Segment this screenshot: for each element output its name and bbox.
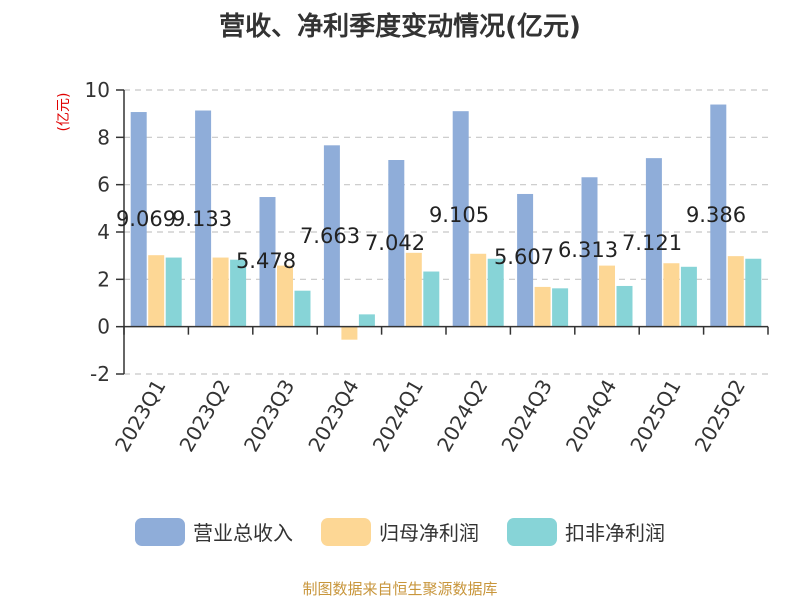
data-label: 9.386 bbox=[686, 203, 746, 227]
bar-revenue bbox=[130, 112, 147, 327]
bar-revenue bbox=[517, 193, 534, 327]
bar-deducted-profit bbox=[745, 258, 762, 327]
bar-deducted-profit bbox=[423, 271, 440, 327]
x-tick-label: 2023Q4 bbox=[303, 375, 363, 456]
data-label: 6.313 bbox=[558, 238, 618, 262]
bar-revenue bbox=[645, 158, 662, 327]
legend-label-net-profit: 归母净利润 bbox=[379, 521, 479, 545]
bar-net-profit bbox=[212, 257, 229, 327]
y-tick-label: 6 bbox=[97, 173, 110, 197]
data-label: 9.133 bbox=[172, 207, 232, 231]
y-tick-label: 0 bbox=[97, 315, 110, 339]
x-tick-label: 2024Q3 bbox=[496, 375, 556, 456]
bar-net-profit bbox=[727, 256, 744, 327]
x-tick-label: 2023Q2 bbox=[174, 375, 234, 456]
bar-revenue bbox=[452, 111, 469, 327]
bar-deducted-profit bbox=[230, 259, 247, 327]
legend: 营业总收入 归母净利润 扣非净利润 bbox=[0, 517, 800, 546]
x-tick-label: 2024Q2 bbox=[432, 375, 492, 456]
y-tick-label: 10 bbox=[85, 78, 110, 102]
x-tick-label: 2023Q3 bbox=[239, 375, 299, 456]
bar-net-profit bbox=[148, 255, 165, 327]
y-tick-label: 4 bbox=[97, 220, 110, 244]
legend-label-revenue: 营业总收入 bbox=[193, 521, 293, 545]
bar-revenue bbox=[323, 145, 340, 327]
chart-title: 营收、净利季度变动情况(亿元) bbox=[219, 12, 581, 42]
x-tick-label: 2025Q2 bbox=[690, 375, 750, 456]
data-label: 7.663 bbox=[300, 224, 360, 248]
data-label: 7.042 bbox=[365, 231, 425, 255]
bar-revenue bbox=[195, 110, 212, 327]
bar-net-profit bbox=[341, 326, 358, 340]
bar-revenue bbox=[710, 104, 727, 327]
x-tick-label: 2024Q1 bbox=[368, 375, 428, 456]
y-tick-label: 8 bbox=[97, 125, 110, 149]
x-tick-label: 2025Q1 bbox=[625, 375, 685, 456]
bar-deducted-profit bbox=[487, 258, 504, 327]
bar-net-profit bbox=[534, 286, 551, 327]
y-tick-label: -2 bbox=[90, 362, 110, 386]
bar-net-profit bbox=[599, 265, 615, 327]
x-tick-label: 2024Q4 bbox=[561, 375, 621, 456]
bar-deducted-profit bbox=[680, 266, 697, 327]
bar-net-profit bbox=[405, 252, 422, 327]
data-label: 9.069 bbox=[116, 207, 176, 231]
data-label: 5.607 bbox=[494, 245, 554, 269]
bar-revenue bbox=[259, 197, 276, 327]
bar-deducted-profit bbox=[552, 288, 569, 327]
bar-revenue bbox=[581, 177, 598, 327]
y-axis-label: (亿元) bbox=[56, 93, 72, 132]
bar-net-profit bbox=[663, 263, 680, 327]
legend-label-deducted-profit: 扣非净利润 bbox=[565, 521, 665, 545]
data-source-note: 制图数据来自恒生聚源数据库 bbox=[302, 580, 498, 598]
data-label: 5.478 bbox=[236, 249, 296, 273]
y-tick-label: 2 bbox=[97, 267, 110, 291]
legend-swatch-revenue bbox=[135, 517, 185, 546]
bar-net-profit bbox=[277, 265, 293, 327]
legend-item-revenue[interactable]: 营业总收入 bbox=[135, 517, 293, 546]
data-label: 7.121 bbox=[622, 231, 682, 255]
legend-swatch-deducted-profit bbox=[507, 517, 557, 546]
bar-deducted-profit bbox=[358, 314, 375, 327]
bar-revenue bbox=[388, 160, 405, 327]
bar-net-profit bbox=[470, 253, 487, 327]
bar-deducted-profit bbox=[294, 290, 311, 327]
legend-item-deducted-profit[interactable]: 扣非净利润 bbox=[507, 517, 665, 546]
x-tick-label: 2023Q1 bbox=[110, 375, 170, 456]
data-label: 9.105 bbox=[429, 203, 489, 227]
legend-item-net-profit[interactable]: 归母净利润 bbox=[321, 517, 479, 546]
bar-deducted-profit bbox=[165, 257, 182, 327]
legend-swatch-net-profit bbox=[321, 517, 371, 546]
bar-deducted-profit bbox=[616, 285, 633, 327]
